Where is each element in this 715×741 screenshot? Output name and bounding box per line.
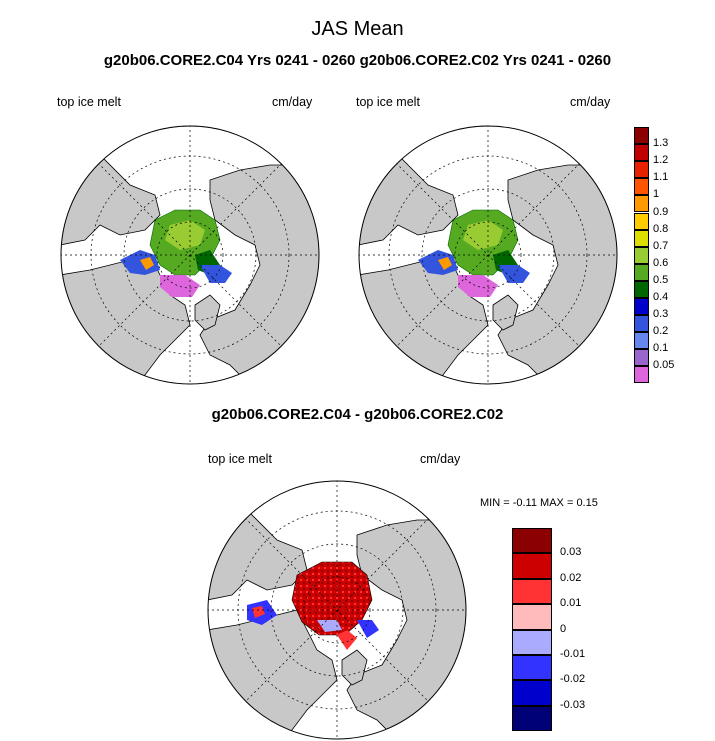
- colorbar-main-swatch: [634, 161, 649, 179]
- melt-field-blue-west: [418, 250, 458, 275]
- colorbar-main-swatch: [634, 263, 649, 281]
- min-label: MIN =: [480, 497, 510, 509]
- panel1-variable-label: top ice melt: [57, 95, 121, 109]
- colorbar-diff-tick-label: 0.01: [560, 597, 582, 610]
- colorbar-main-tick-label: 0.05: [653, 359, 675, 372]
- difference-title: g20b06.CORE2.C04 - g20b06.CORE2.C02: [211, 406, 504, 423]
- panel1-units-label: cm/day: [272, 95, 313, 109]
- difference-field-blue-east: [357, 620, 379, 638]
- min-max-stats: MIN = -0.11 MAX = 0.15: [480, 497, 598, 509]
- colorbar-diff-swatch: [512, 604, 552, 630]
- panel3-units-label: cm/day: [420, 452, 461, 466]
- colorbar-main-tick-label: 1.1: [653, 171, 669, 184]
- colorbar-main-swatch: [634, 246, 649, 264]
- melt-field-blue-west: [120, 250, 160, 275]
- melt-field-orange: [438, 257, 452, 270]
- graticule: [61, 126, 319, 384]
- colorbar-diff-tick-label: -0.03: [560, 698, 586, 711]
- colorbar-main-tick-label: 0.7: [653, 239, 669, 252]
- colorbar-diff-tick-label: 0: [560, 622, 567, 635]
- difference-field-red-west: [252, 606, 265, 618]
- colorbar-main-tick-label: 0.6: [653, 256, 669, 269]
- figure-title: JAS Mean: [311, 18, 404, 40]
- melt-field-inner: [463, 220, 503, 250]
- colorbar-diff-tick-label: 0.02: [560, 571, 582, 584]
- colorbar-main-swatch: [634, 349, 649, 367]
- colorbar-main-swatch: [634, 212, 649, 230]
- colorbar-main-tick-label: 1: [653, 188, 660, 201]
- colorbar-main-swatch: [634, 229, 649, 247]
- difference-field-red-south: [337, 630, 357, 650]
- colorbar-main-swatch: [634, 178, 649, 196]
- polar-map-c02: [358, 125, 618, 385]
- panel2-variable-label: top ice melt: [356, 95, 420, 109]
- colorbar-main-swatch: [634, 366, 649, 384]
- colorbar-diff-swatch: [512, 553, 552, 579]
- max-value: 0.15: [576, 497, 598, 509]
- melt-field-orange: [140, 257, 154, 270]
- panel2-units-label: cm/day: [570, 95, 611, 109]
- colorbar-main-swatch: [634, 195, 649, 213]
- colorbar-diff-swatch: [512, 578, 552, 605]
- colorbar-main-swatch: [634, 144, 649, 162]
- colorbar-diff-swatch: [512, 680, 552, 706]
- melt-field-inner: [165, 220, 205, 250]
- colorbar-diff-swatch: [512, 528, 552, 554]
- colorbar-diff-swatch: [512, 629, 552, 655]
- colorbar-main-tick-label: 0.1: [653, 342, 669, 355]
- colorbar-main-tick-label: 0.3: [653, 308, 669, 321]
- colorbar-diff-swatch: [512, 655, 552, 681]
- colorbar-main-tick-label: 1.2: [653, 154, 669, 167]
- colorbar-diff-tick-label: -0.01: [560, 648, 586, 660]
- min-value: -0.11: [512, 497, 537, 509]
- polar-map-c04: [60, 125, 320, 385]
- colorbar-diff-tick-label: -0.02: [560, 673, 586, 686]
- panel3-variable-label: top ice melt: [208, 452, 272, 466]
- colorbar-main-swatch: [634, 332, 649, 350]
- map-border: [60, 125, 320, 385]
- difference-field-light-blue: [317, 620, 342, 632]
- colorbar-main-tick-label: 0.8: [653, 222, 669, 235]
- max-label: MAX =: [540, 497, 574, 509]
- melt-field-blue-east: [200, 265, 232, 283]
- colorbar-main-tick-label: 0.9: [653, 205, 669, 218]
- colorbar-main-swatch: [634, 315, 649, 333]
- colorbar-diff-swatch: [512, 705, 552, 732]
- melt-field-blue-east: [498, 265, 530, 283]
- colorbar-diff-tick-label: 0.03: [560, 546, 582, 559]
- map-border: [207, 480, 467, 740]
- graticule: [208, 481, 466, 739]
- colorbar-main-swatch: [634, 127, 649, 145]
- colorbar-main-tick-label: 0.5: [653, 273, 669, 286]
- colorbar-main-tick-label: 0.4: [653, 291, 669, 303]
- colorbar-main-swatch: [634, 280, 649, 298]
- colorbar-main-tick-label: 1.3: [653, 137, 669, 150]
- colorbar-main-tick-label: 0.2: [653, 325, 669, 338]
- figure-subtitle: g20b06.CORE2.C04 Yrs 0241 - 0260 g20b06.…: [103, 52, 612, 69]
- map-border: [358, 125, 618, 385]
- graticule: [359, 126, 617, 384]
- colorbar-main-swatch: [634, 298, 649, 316]
- polar-map-difference: [207, 480, 467, 740]
